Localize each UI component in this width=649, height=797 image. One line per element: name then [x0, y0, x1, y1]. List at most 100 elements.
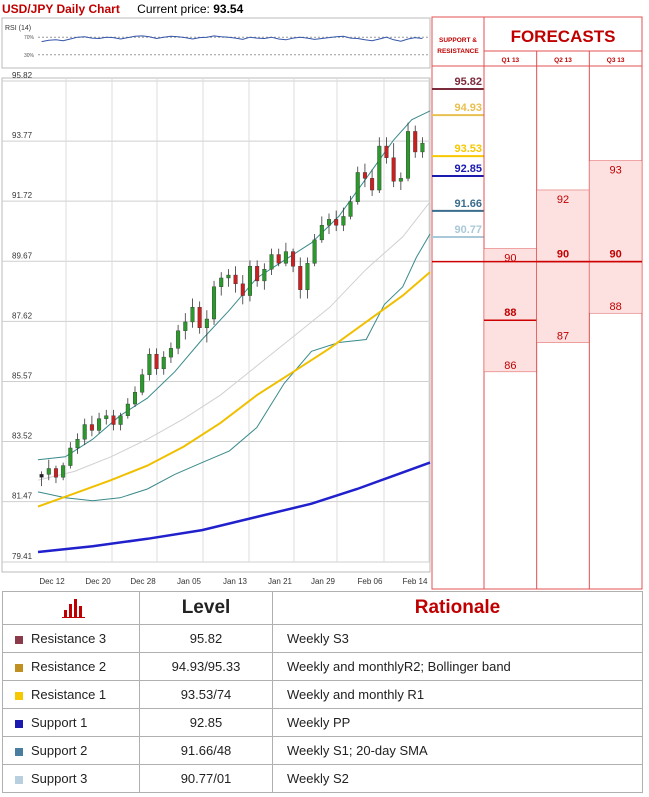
x-tick-label: Jan 21 [268, 577, 293, 586]
current-price-value: 93.54 [213, 2, 244, 16]
candle-body [190, 307, 195, 323]
x-tick-label: Feb 06 [358, 577, 383, 586]
sma-slow-line [37, 461, 431, 554]
candle-body [212, 286, 217, 320]
candle-body [204, 318, 209, 329]
sr-level-label: 92.85 [454, 163, 482, 175]
y-tick-label: 93.77 [12, 131, 33, 140]
candle-body [125, 403, 130, 416]
y-tick-label: 83.52 [12, 432, 33, 441]
candle-body [377, 145, 382, 191]
forecast-mid-label: 90 [557, 249, 569, 261]
rationale-header: Rationale [272, 591, 643, 625]
table-row: Support 1 92.85 Weekly PP [2, 708, 643, 737]
x-tick-label: Dec 20 [85, 577, 111, 586]
candle-body [104, 415, 109, 419]
x-tick-label: Jan 13 [223, 577, 248, 586]
candle-body [53, 468, 58, 478]
swatch-support-3 [15, 775, 23, 784]
table-row: Support 3 90.77/01 Weekly S2 [2, 764, 643, 793]
candle-body [111, 415, 116, 425]
swatch-resistance-2 [15, 663, 23, 672]
candle-body [97, 418, 102, 431]
candle-body [140, 374, 145, 393]
candle-body [391, 157, 396, 182]
level-value: 95.82 [139, 624, 273, 653]
rsi-tick-70: 70% [24, 35, 35, 41]
levels-table: Level Rationale Resistance 3 95.82 Weekl… [2, 591, 643, 793]
candle-body [240, 283, 245, 296]
forecast-range-box [589, 160, 643, 314]
candle-body [46, 468, 51, 475]
swatch-support-1 [15, 719, 23, 728]
level-name: Support 2 [2, 736, 140, 765]
candle-body [226, 274, 231, 279]
forecasts-title: FORECASTS [511, 27, 616, 46]
level-value: 93.53/74 [139, 680, 273, 709]
rsi-panel-frame [1, 17, 431, 69]
candle-body [362, 172, 367, 179]
table-header-row: Level Rationale [2, 591, 643, 625]
candle-body [147, 353, 152, 375]
sr-level-label: 95.82 [454, 76, 482, 88]
forecast-high-label: 90 [504, 253, 516, 265]
rsi-label: RSI (14) [5, 25, 31, 32]
forecast-range-box [536, 189, 590, 343]
y-tick-label: 91.72 [12, 191, 33, 200]
bollinger-lower-line [37, 233, 431, 502]
forecast-col-label: Q3 13 [607, 57, 625, 64]
chart-header: USD/JPY Daily Chart Current price: 93.54 [2, 0, 430, 18]
level-value: 90.77/01 [139, 764, 273, 793]
candle-body [197, 307, 202, 329]
forecast-range-box [483, 248, 537, 373]
candle-body [132, 392, 137, 405]
level-value: 91.66/48 [139, 736, 273, 765]
forecast-col-label: Q1 13 [501, 57, 519, 64]
x-tick-label: Dec 12 [39, 577, 65, 586]
candle-body [61, 465, 66, 478]
forecast-low-label: 86 [504, 360, 516, 372]
sr-header-line1: SUPPORT & [439, 37, 477, 44]
level-rationale: Weekly PP [272, 708, 643, 737]
swatch-resistance-1 [15, 691, 23, 700]
level-rationale: Weekly S1; 20-day SMA [272, 736, 643, 765]
candle-body [348, 201, 353, 217]
candle-body [247, 266, 252, 296]
x-tick-label: Feb 14 [403, 577, 428, 586]
level-value: 94.93/95.33 [139, 652, 273, 681]
candle-body [269, 254, 274, 270]
sma-20-line [37, 201, 431, 481]
table-row: Resistance 2 94.93/95.33 Weekly and mont… [2, 652, 643, 681]
candle-body [298, 266, 303, 290]
table-row: Support 2 91.66/48 Weekly S1; 20-day SMA [2, 736, 643, 765]
x-tick-label: Jan 29 [311, 577, 336, 586]
forecast-low-label: 87 [557, 331, 569, 343]
forecast-col-label: Q2 13 [554, 57, 572, 64]
bar-chart-icon [2, 591, 140, 625]
candle-body [183, 321, 188, 331]
y-tick-label: 87.62 [12, 311, 33, 320]
candle-body [398, 178, 403, 182]
candle-body [39, 474, 44, 478]
candle-body [291, 251, 296, 267]
chart-title: USD/JPY Daily Chart [2, 2, 120, 16]
candle-body [341, 216, 346, 226]
sr-level-label: 90.77 [454, 224, 482, 236]
level-name: Resistance 2 [2, 652, 140, 681]
forecast-mid-label: 90 [610, 249, 622, 261]
candle-body [233, 274, 238, 285]
level-name: Support 3 [2, 764, 140, 793]
swatch-support-2 [15, 747, 23, 756]
candle-body [413, 131, 418, 153]
forecast-high-label: 93 [610, 165, 622, 177]
table-row: Resistance 3 95.82 Weekly S3 [2, 624, 643, 653]
level-name: Resistance 3 [2, 624, 140, 653]
level-name: Support 1 [2, 708, 140, 737]
candle-body [319, 225, 324, 241]
y-tick-label: 95.82 [12, 71, 33, 80]
candle-body [384, 145, 389, 158]
level-header: Level [139, 591, 273, 625]
forecast-low-label: 88 [610, 301, 622, 313]
table-row: Resistance 1 93.53/74 Weekly and monthly… [2, 680, 643, 709]
y-tick-label: 81.47 [12, 492, 33, 501]
